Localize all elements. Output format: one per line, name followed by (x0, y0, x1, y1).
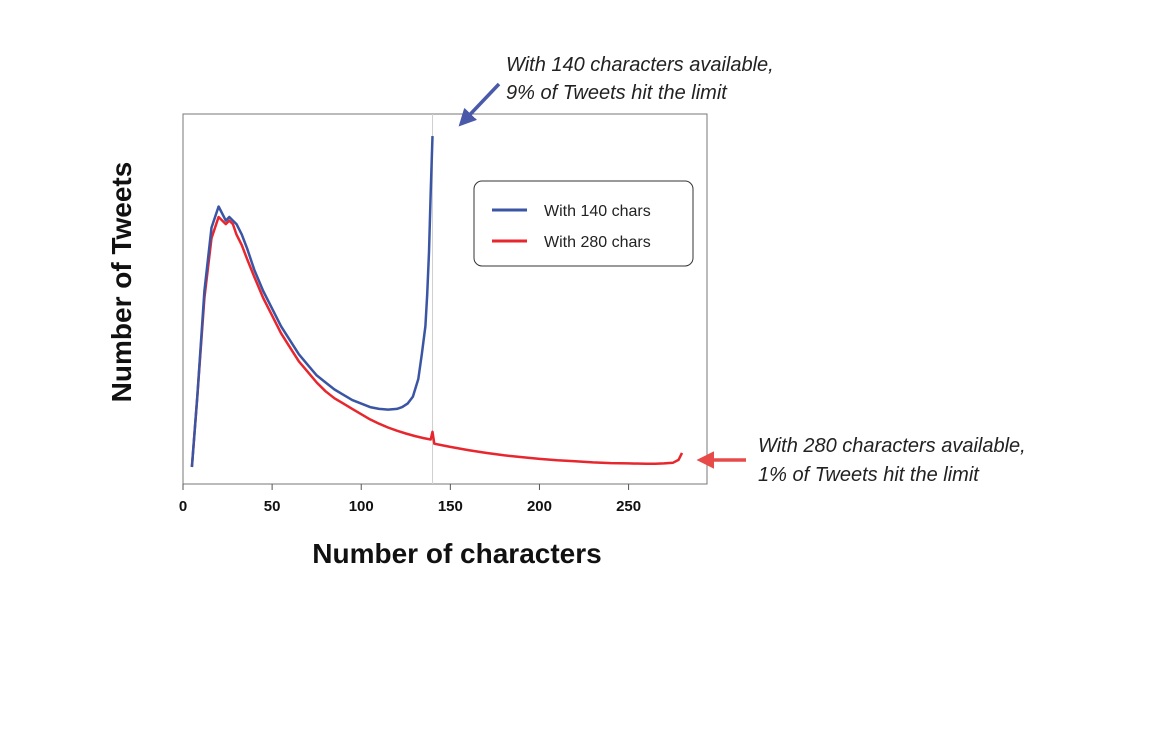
x-tick-label: 100 (349, 498, 374, 515)
x-tick-label: 150 (438, 498, 463, 515)
annotation-140-line1: With 140 characters available, (506, 54, 774, 76)
y-axis-title: Number of Tweets (106, 162, 137, 403)
x-axis-title: Number of characters (312, 538, 601, 569)
plot-area-frame (182, 113, 708, 485)
legend-label-140: With 140 chars (544, 203, 651, 220)
legend-label-280: With 280 chars (544, 234, 651, 251)
annotation-280-line1: With 280 characters available, (758, 435, 1026, 457)
legend: With 140 chars With 280 chars (473, 180, 694, 267)
legend-box (473, 180, 694, 267)
x-tick-label: 200 (527, 498, 552, 515)
series-line-with-140-chars (190, 136, 434, 468)
x-tick-label: 250 (616, 498, 641, 515)
annotation-280-limit: With 280 characters available, 1% of Twe… (696, 435, 1026, 486)
annotation-140-line2: 9% of Tweets hit the limit (506, 82, 728, 104)
annotation-280-line2: 1% of Tweets hit the limit (758, 464, 980, 486)
x-axis-ticks: 0 50 100 150 200 250 (179, 484, 641, 515)
series-line-with-280-chars (190, 215, 684, 468)
x-tick-label: 0 (179, 498, 187, 515)
annotation-140-limit: With 140 characters available, 9% of Twe… (458, 54, 774, 127)
x-tick-label: 50 (264, 498, 281, 515)
annotation-140-arrow (458, 82, 501, 127)
